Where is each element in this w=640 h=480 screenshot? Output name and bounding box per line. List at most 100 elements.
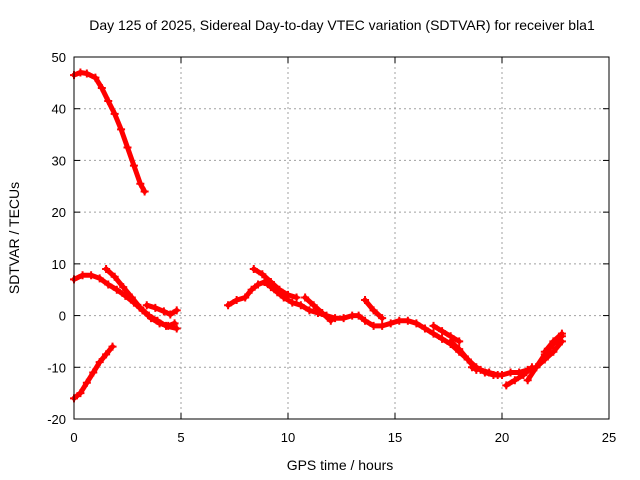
data-point [296,301,305,310]
data-point [339,314,348,323]
data-point [129,161,138,170]
data-point [305,306,314,315]
series-line [469,364,501,378]
series-late-branch-1 [502,363,536,390]
series-line [503,364,535,388]
x-axis-label: GPS time / hours [287,457,394,473]
axis-ticks: 0 5 10 15 20 25 -20 -10 0 10 20 30 40 50 [47,50,616,445]
y-tick-label: 20 [52,205,66,220]
data-point [455,337,464,346]
data-point [284,290,292,299]
y-tick-label: -10 [47,360,66,375]
data-point [254,280,263,289]
data-point [557,329,566,338]
data-point [95,358,104,367]
series-lower-left-arc [70,342,117,403]
x-tick-label: 0 [70,430,77,445]
series-line [71,272,178,329]
data-point [82,378,91,387]
data-point [429,329,438,338]
plot-frame [73,56,610,420]
data-point [540,347,549,356]
chart-title: Day 125 of 2025, Sidereal Day-to-day VTE… [89,17,595,33]
data-point [463,355,472,364]
data-point [102,350,111,359]
data-point [361,316,370,325]
data-point [549,347,558,356]
series-line [302,295,334,324]
data-point [232,296,241,305]
data-point [78,271,87,280]
data-point [403,316,412,325]
data-point [249,265,258,274]
data-point [292,293,301,302]
series-arc-c [142,301,181,319]
data-point [127,293,136,302]
x-tick-label: 5 [177,430,184,445]
data-point [91,73,100,82]
data-point [87,271,96,280]
data-point [82,69,91,78]
data-point [140,187,149,196]
data-point [326,316,335,325]
y-tick-label: 40 [52,102,66,117]
series-line [71,70,148,194]
data-point [378,314,387,323]
data-point [166,310,175,319]
series-noon-branch [361,296,387,323]
y-axis-label: SDTVAR / TECUs [6,182,22,294]
data-point [510,376,519,385]
data-point [354,311,363,320]
y-tick-label: 10 [52,257,66,272]
series-day-arc-branch [301,293,335,325]
y-tick-label: 30 [52,153,66,168]
series-line [144,302,180,317]
series-late-branch-3 [540,329,566,356]
data-point [112,285,121,294]
data-point [104,280,113,289]
series-upper-arc [70,68,149,196]
data-point [258,270,267,279]
data-point [110,272,119,281]
data-point [468,363,477,372]
data-point [331,314,340,323]
data-point [172,306,181,315]
data-series [70,68,566,403]
data-point [119,283,128,292]
series-afternoon-branch [429,321,464,346]
data-point [438,334,447,343]
data-point [369,321,378,330]
data-point [76,68,85,77]
data-point [386,319,395,328]
series-evening-branch-2 [468,363,502,380]
data-point [153,316,162,325]
data-point [318,308,327,317]
x-tick-label: 20 [495,430,509,445]
data-point [493,371,502,380]
data-point [549,337,558,346]
data-point [485,368,494,377]
data-point [95,274,104,283]
data-point [361,296,370,305]
data-point [506,368,515,377]
data-point [89,368,98,377]
data-point [159,307,168,316]
series-arc-b [102,265,181,333]
data-point [144,311,153,320]
data-point [97,84,106,93]
data-point [455,345,464,354]
data-point [151,303,160,312]
data-point [123,143,132,152]
data-point [309,301,318,310]
data-point [266,277,275,286]
data-point [241,293,250,302]
data-point [247,285,256,294]
data-point [369,306,378,315]
data-point [136,179,145,188]
x-tick-label: 25 [602,430,616,445]
y-tick-label: 50 [52,50,66,65]
data-point [110,109,119,118]
data-point [275,285,284,294]
grid [74,57,609,419]
